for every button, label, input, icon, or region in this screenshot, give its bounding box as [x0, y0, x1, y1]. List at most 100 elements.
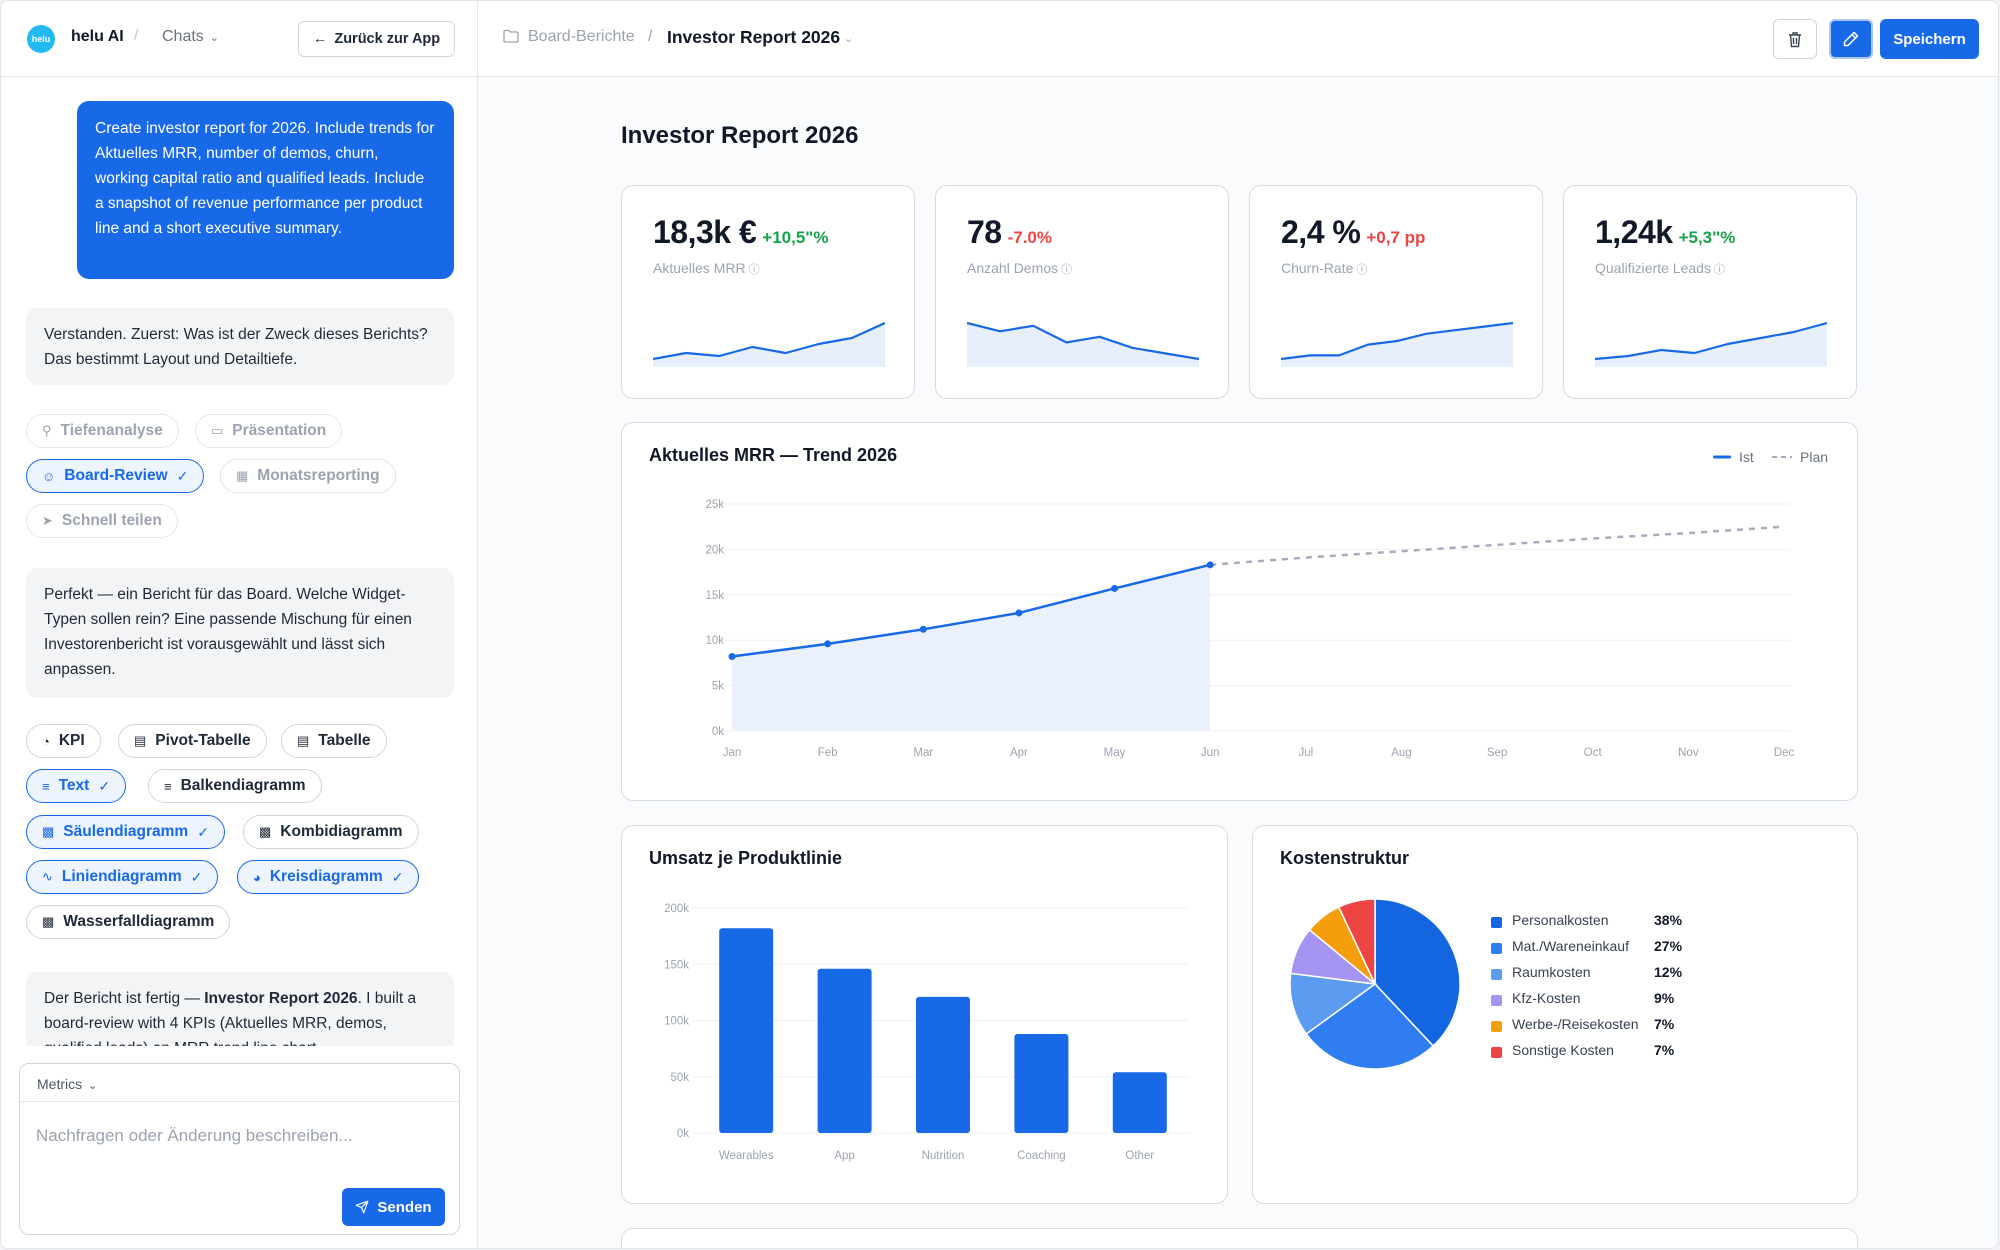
- delete-button[interactable]: [1773, 19, 1817, 59]
- chevron-down-icon[interactable]: ⌄: [844, 33, 854, 45]
- chip-kreisdiagramm[interactable]: ◕ Kreisdiagramm ✓: [237, 860, 420, 894]
- mrr-trend-card[interactable]: Aktuelles MRR — Trend 2026 Ist Plan 0k 5k…: [621, 422, 1858, 801]
- check-icon: ✓: [98, 777, 111, 794]
- chip-label: Präsentation: [232, 422, 327, 439]
- chip-label: Text: [58, 777, 90, 794]
- actual-data-point[interactable]: [824, 640, 832, 648]
- line-chart-icon: ∿: [42, 869, 53, 884]
- chip-säulendiagramm[interactable]: ▩ Säulendiagramm ✓: [26, 815, 225, 849]
- chip-monatsreporting[interactable]: ▦ Monatsreporting: [220, 459, 396, 493]
- kpi-sparkline: [653, 321, 885, 367]
- bar[interactable]: [916, 996, 970, 1133]
- pie-legend-value: 27%: [1654, 938, 1683, 954]
- kpi-card[interactable]: 1,24k +5,3"% Qualifizierte Leads ⓘ: [1563, 185, 1857, 399]
- pie-legend-item: Personalkosten 38%: [1491, 911, 1691, 937]
- prompt-input[interactable]: [36, 1126, 436, 1146]
- waterfall-chart-icon: ▩: [42, 914, 55, 929]
- actual-data-point[interactable]: [919, 625, 927, 633]
- chip-label: Kombidiagramm: [280, 823, 403, 840]
- edit-button[interactable]: [1829, 19, 1873, 59]
- kpi-value-text: 1,24k: [1595, 214, 1673, 250]
- pie-slice[interactable]: [1337, 898, 1376, 985]
- revenue-by-product-title: Umsatz je Produktlinie: [649, 848, 843, 868]
- kpi-label-text: Qualifizierte Leads: [1595, 260, 1711, 276]
- pencil-icon: [1843, 31, 1859, 47]
- kpi-value: 18,3k € +10,5"%: [653, 214, 828, 251]
- cost-structure-card[interactable]: Kostenstruktur Personalkosten 38% Mat./War…: [1252, 825, 1858, 1204]
- x-tick-label: Apr: [1010, 747, 1028, 759]
- breadcrumb-report[interactable]: Investor Report 2026: [667, 27, 841, 47]
- user-message: Create investor report for 2026. Include…: [77, 101, 454, 279]
- x-tick-label: Nov: [1678, 747, 1699, 759]
- chat-thread[interactable]: Create investor report for 2026. Include…: [1, 78, 477, 1046]
- assistant-message-3-report-name: Investor Report 2026: [204, 990, 358, 1007]
- revenue-by-product-card[interactable]: Umsatz je Produktlinie 0k 50k 100k 150k 200k…: [621, 825, 1228, 1204]
- info-icon[interactable]: ⓘ: [1713, 264, 1725, 276]
- bar[interactable]: [719, 928, 774, 1133]
- actual-data-point[interactable]: [728, 653, 736, 661]
- chip-label: Balkendiagramm: [180, 777, 306, 794]
- info-icon[interactable]: ⓘ: [1061, 264, 1073, 276]
- kpi-card[interactable]: 2,4 % +0,7 pp Churn-Rate ⓘ: [1249, 185, 1543, 399]
- bar[interactable]: [1112, 1072, 1167, 1133]
- mrr-legend-actual: Ist: [1713, 449, 1754, 465]
- folder-icon: [503, 29, 519, 43]
- bar[interactable]: [1014, 1034, 1069, 1133]
- send-button[interactable]: Senden: [342, 1188, 445, 1226]
- context-dropdown[interactable]: Metrics ⌄: [37, 1076, 97, 1092]
- chip-wasserfalldiagramm[interactable]: ▩ Wasserfalldiagramm: [26, 905, 231, 939]
- chip-label: KPI: [58, 732, 85, 749]
- back-to-app-button[interactable]: ← Zurück zur App: [298, 21, 455, 57]
- actual-data-point[interactable]: [1015, 609, 1023, 617]
- chip-tabelle[interactable]: ▤ Tabelle: [281, 724, 387, 758]
- chip-schnell-teilen[interactable]: ➤ Schnell teilen: [26, 504, 178, 538]
- chip-liniendiagramm[interactable]: ∿ Liniendiagramm ✓: [26, 860, 219, 894]
- chip-pivot-tabelle[interactable]: ▤ Pivot-Tabelle: [118, 724, 267, 758]
- text-icon: ≡: [42, 778, 50, 794]
- x-tick-label: Aug: [1391, 747, 1411, 759]
- save-button[interactable]: Speichern: [1880, 19, 1979, 59]
- pie-legend-value: 7%: [1654, 1042, 1675, 1058]
- chip-kombidiagramm[interactable]: ▩ Kombidiagramm: [243, 815, 419, 849]
- breadcrumb-folder[interactable]: Board-Berichte: [528, 28, 635, 45]
- chip-balkendiagramm[interactable]: ≡ Balkendiagramm: [148, 769, 322, 803]
- legend-swatch-actual: [1713, 455, 1731, 459]
- check-icon: ✓: [197, 823, 209, 840]
- chip-kpi[interactable]: ◔ KPI: [26, 724, 101, 758]
- kpi-label: Anzahl Demos ⓘ: [967, 260, 1072, 277]
- info-icon[interactable]: ⓘ: [748, 264, 760, 276]
- kpi-card[interactable]: 78 -7.0% Anzahl Demos ⓘ: [935, 185, 1229, 399]
- kpi-label-text: Anzahl Demos: [967, 260, 1059, 276]
- pie-legend-swatch: [1491, 969, 1502, 980]
- chip-text[interactable]: ≡ Text ✓: [26, 769, 127, 803]
- report-canvas[interactable]: Investor Report 2026 18,3k € +10,5"% Aktue…: [478, 78, 1998, 1248]
- kpi-value: 2,4 % +0,7 pp: [1281, 214, 1425, 251]
- pie-slice[interactable]: [1374, 898, 1461, 1048]
- chip-board-review[interactable]: ☺ Board-Review ✓: [26, 459, 205, 493]
- chip-tiefenanalyse[interactable]: ⚲ Tiefenanalyse: [26, 414, 179, 448]
- bar[interactable]: [817, 968, 872, 1133]
- kpi-delta: +5,3"%: [1678, 228, 1736, 247]
- summary-card[interactable]: [621, 1228, 1858, 1248]
- x-tick-label: Jun: [1201, 747, 1220, 759]
- chats-dropdown[interactable]: Chats ⌄: [162, 28, 219, 46]
- y-tick-label: 0k: [677, 1128, 689, 1140]
- pie-chart-icon: ◕: [253, 869, 261, 885]
- y-tick-label: 10k: [705, 635, 724, 647]
- sparkline-area: [1281, 323, 1513, 367]
- x-tick-label: May: [1104, 747, 1126, 759]
- chip-label: Liniendiagramm: [61, 868, 182, 885]
- pie-slice[interactable]: [1305, 983, 1435, 1070]
- pie-slice[interactable]: [1289, 972, 1377, 1036]
- info-icon[interactable]: ⓘ: [1356, 264, 1368, 276]
- app-name: helu AI: [71, 28, 124, 45]
- kpi-card[interactable]: 18,3k € +10,5"% Aktuelles MRR ⓘ: [621, 185, 915, 399]
- actual-data-point[interactable]: [1111, 584, 1119, 592]
- check-icon: ✓: [391, 868, 404, 885]
- chip-präsentation[interactable]: ▭ Präsentation: [195, 414, 343, 448]
- y-tick-label: 50k: [670, 1072, 689, 1084]
- y-tick-label: 5k: [712, 681, 724, 693]
- actual-data-point[interactable]: [1206, 561, 1214, 569]
- assistant-message-3: Der Bericht ist fertig — Investor Report…: [26, 972, 454, 1046]
